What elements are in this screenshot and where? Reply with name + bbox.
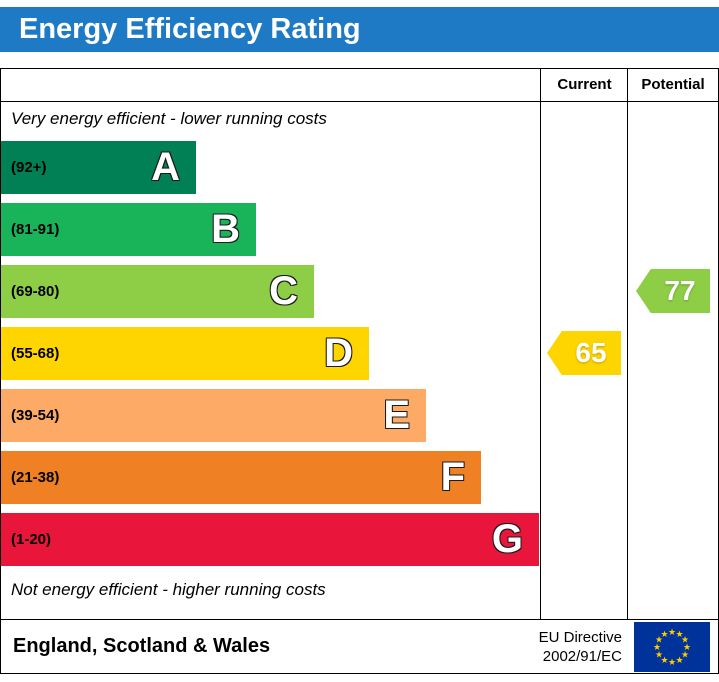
eu-directive-label: EU Directive 2002/91/EC bbox=[539, 628, 622, 666]
eu-flag-star: ★ bbox=[653, 642, 661, 652]
eu-directive-line1: EU Directive bbox=[538, 628, 622, 646]
band-row: (81-91) B bbox=[1, 198, 718, 260]
band-letter: E bbox=[383, 393, 410, 437]
title-bar: Energy Efficiency Rating bbox=[0, 7, 719, 52]
eu-directive-line2: 2002/91/EC bbox=[542, 647, 622, 665]
column-divider-current bbox=[540, 69, 541, 619]
band-bar-a: (92+) A bbox=[1, 140, 196, 194]
band-bar-b: (81-91) B bbox=[1, 202, 256, 256]
footer: England, Scotland & Wales EU Directive 2… bbox=[0, 619, 719, 674]
eu-flag-star: ★ bbox=[683, 642, 691, 652]
chart-header: Current Potential bbox=[1, 69, 718, 102]
band-range-label: (92+) bbox=[11, 158, 47, 176]
eu-flag-star: ★ bbox=[655, 634, 663, 644]
eu-flag-star: ★ bbox=[660, 629, 668, 639]
eu-flag-star: ★ bbox=[675, 655, 683, 665]
band-row: (92+) A bbox=[1, 136, 718, 198]
band-range-label: (81-91) bbox=[11, 220, 60, 238]
band-bar-c: (69-80) C bbox=[1, 264, 314, 318]
band-row: (55-68) D bbox=[1, 322, 718, 384]
eu-flag-stars: ★ ★★★★★★★★★★★ bbox=[653, 627, 691, 667]
eu-flag-star: ★ bbox=[655, 649, 663, 659]
eu-flag-star: ★ bbox=[668, 657, 676, 667]
top-note: Very energy efficient - lower running co… bbox=[11, 109, 327, 128]
header-spacer bbox=[1, 69, 541, 101]
band-row: (39-54) E bbox=[1, 384, 718, 446]
column-header-current: Current bbox=[557, 76, 612, 93]
page-title: Energy Efficiency Rating bbox=[19, 13, 361, 45]
band-letter: A bbox=[151, 145, 180, 189]
bottom-note: Not energy efficient - higher running co… bbox=[11, 580, 326, 599]
potential-indicator: 77 bbox=[636, 269, 710, 313]
band-letter: B bbox=[211, 207, 240, 251]
band-range-label: (1-20) bbox=[11, 530, 52, 548]
epc-chart: Current Potential Very energy efficient … bbox=[0, 68, 719, 620]
band-letter: G bbox=[491, 517, 523, 561]
eu-flag-star: ★ bbox=[675, 629, 683, 639]
band-range-label: (55-68) bbox=[11, 344, 60, 362]
band-bar-g: (1-20) G bbox=[1, 512, 539, 566]
footer-region-label: England, Scotland & Wales bbox=[13, 635, 271, 657]
band-letter: C bbox=[269, 269, 298, 313]
current-rating-value: 65 bbox=[575, 337, 607, 368]
band-letter: F bbox=[440, 455, 465, 499]
band-range-label: (39-54) bbox=[11, 406, 60, 424]
current-indicator: 65 bbox=[547, 331, 621, 375]
eu-flag-star: ★ bbox=[660, 655, 668, 665]
band-row: (1-20) G bbox=[1, 508, 718, 570]
eu-flag-star: ★ bbox=[681, 634, 689, 644]
band-range-label: (21-38) bbox=[11, 468, 60, 486]
eu-flag-star: ★ bbox=[681, 649, 689, 659]
eu-flag-icon: ★ ★ ★ ★ ★ ★ ★ ★ ★ ★ ★ ★ bbox=[634, 621, 710, 672]
band-row: (21-38) F bbox=[1, 446, 718, 508]
band-bar-f: (21-38) F bbox=[1, 450, 481, 504]
band-letter: D bbox=[324, 331, 353, 375]
band-bar-e: (39-54) E bbox=[1, 388, 426, 442]
band-row: (69-80) C bbox=[1, 260, 718, 322]
band-range-label: (69-80) bbox=[11, 282, 60, 300]
column-header-potential: Potential bbox=[641, 76, 705, 93]
column-divider-potential bbox=[627, 69, 628, 619]
eu-flag-field bbox=[634, 621, 710, 672]
eu-flag-star: ★ bbox=[668, 627, 676, 637]
potential-rating-value: 77 bbox=[664, 275, 696, 306]
bands-container: (92+) A (81-91) B (69-80) C (55-68) D (3 bbox=[1, 136, 718, 570]
band-bar-d: (55-68) D bbox=[1, 326, 369, 380]
